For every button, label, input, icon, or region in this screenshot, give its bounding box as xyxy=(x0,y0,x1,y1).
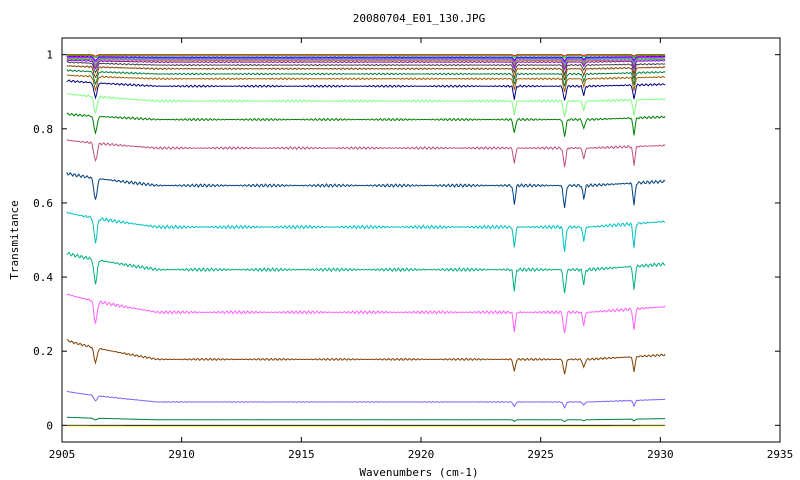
x-axis-label: Wavenumbers (cm-1) xyxy=(359,466,478,479)
series-line xyxy=(66,74,666,93)
series-line xyxy=(66,55,666,62)
x-tick-label: 2920 xyxy=(408,448,435,461)
x-tick-label: 2925 xyxy=(527,448,554,461)
x-tick-label: 2935 xyxy=(767,448,794,461)
y-tick-label: 0 xyxy=(46,419,53,432)
y-tick-label: 0.6 xyxy=(33,197,53,210)
series-line xyxy=(66,59,666,71)
series-line xyxy=(66,293,666,334)
x-tick-label: 2915 xyxy=(288,448,315,461)
y-tick-label: 0.8 xyxy=(33,123,53,136)
y-axis-ticks: 0 0.2 0.4 0.6 0.8 1 xyxy=(33,49,780,432)
y-tick-label: 0.2 xyxy=(33,345,53,358)
series-line xyxy=(66,79,666,101)
series-line xyxy=(66,54,666,59)
series-line xyxy=(66,65,666,81)
x-axis-ticks: 2905 2910 2915 2920 2925 2930 2935 xyxy=(49,38,794,461)
chart-title: 20080704_E01_130.JPG xyxy=(353,12,485,25)
series-line xyxy=(66,58,666,69)
y-tick-label: 1 xyxy=(46,49,53,62)
series-line xyxy=(66,211,666,252)
series-line xyxy=(66,390,666,409)
series-line xyxy=(66,139,666,168)
series-line xyxy=(66,251,666,294)
series-line xyxy=(66,339,666,375)
x-tick-label: 2905 xyxy=(49,448,76,461)
series-line xyxy=(66,416,666,423)
plot-series xyxy=(66,54,666,427)
series-line xyxy=(66,54,666,57)
x-tick-label: 2930 xyxy=(647,448,674,461)
y-tick-label: 0.4 xyxy=(33,271,53,284)
series-line xyxy=(66,93,666,117)
series-line xyxy=(66,61,666,77)
series-line xyxy=(66,112,666,137)
series-line xyxy=(66,56,666,64)
y-axis-label: Transmitance xyxy=(8,200,21,279)
series-line xyxy=(66,57,666,67)
series-line xyxy=(66,69,666,87)
series-line xyxy=(66,171,666,209)
x-tick-label: 2910 xyxy=(168,448,195,461)
